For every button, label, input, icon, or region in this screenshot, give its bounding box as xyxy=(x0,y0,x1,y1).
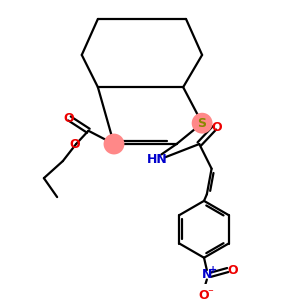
Text: HN: HN xyxy=(147,153,168,166)
Text: S: S xyxy=(198,117,207,130)
Text: O: O xyxy=(199,289,209,300)
Text: N: N xyxy=(202,268,212,281)
Circle shape xyxy=(192,113,212,134)
Text: +: + xyxy=(209,265,217,275)
Text: O: O xyxy=(227,263,238,277)
Text: O: O xyxy=(211,122,222,134)
Text: O: O xyxy=(63,112,74,125)
Circle shape xyxy=(103,134,124,154)
Text: O: O xyxy=(70,137,80,151)
Text: ⁻: ⁻ xyxy=(208,288,214,298)
